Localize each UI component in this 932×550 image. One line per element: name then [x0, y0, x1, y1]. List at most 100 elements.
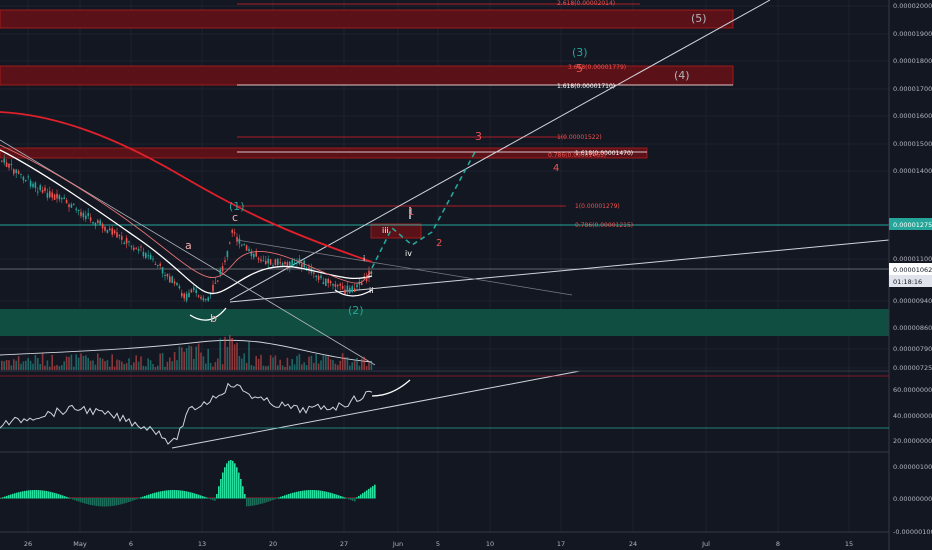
macd-bar	[90, 498, 92, 506]
macd-bar	[296, 491, 298, 499]
wave-label: 4	[553, 163, 559, 174]
candle-body	[346, 285, 349, 292]
macd-bar	[274, 498, 276, 500]
volume-bar	[118, 360, 121, 370]
candle-body	[365, 277, 368, 282]
wave-label: b	[210, 312, 217, 325]
candle-body	[344, 289, 346, 295]
macd-bar	[340, 495, 342, 499]
volume-bar	[147, 358, 149, 370]
candle-body	[298, 258, 301, 265]
macd-bar	[326, 491, 328, 499]
supply-zones	[0, 9, 889, 336]
volume-bar	[358, 365, 361, 370]
wave-label: (4)	[674, 69, 690, 82]
volume-bar	[13, 359, 15, 370]
macd-bar	[10, 494, 12, 499]
volume-bar	[32, 363, 34, 370]
macd-bar	[292, 492, 294, 499]
volume-bar	[334, 363, 337, 370]
macd-bar	[18, 492, 20, 499]
macd-bar	[306, 490, 308, 499]
candle-body	[176, 282, 178, 286]
volume-bar	[308, 356, 310, 370]
volume-bar	[370, 361, 373, 370]
candle-body	[197, 295, 200, 297]
volume-bar	[149, 360, 152, 370]
volume-bar	[286, 357, 289, 370]
candle-body	[279, 262, 281, 264]
macd-bar	[258, 498, 260, 505]
candle-body	[32, 183, 34, 188]
macd-bar	[240, 479, 242, 499]
volume-bar	[109, 366, 111, 370]
countdown-badge: 01:18:16	[893, 278, 922, 286]
candle-body	[46, 192, 49, 198]
candle-body	[152, 258, 154, 260]
candle-body	[10, 163, 13, 166]
macd-bar	[242, 486, 244, 499]
macd-bar	[184, 491, 186, 499]
macd-bar	[14, 493, 16, 499]
fib-label: 1(0.00001522)	[557, 134, 602, 141]
volume-bar	[317, 363, 320, 370]
candle-body	[44, 187, 46, 191]
macd-bar	[304, 490, 306, 499]
price-tick: 0.00000940	[893, 297, 932, 305]
macd-bar	[254, 498, 256, 506]
volume-bar	[257, 358, 260, 370]
candle-body	[349, 287, 351, 293]
wave-label: a	[185, 239, 192, 252]
macd-bar	[194, 493, 196, 499]
volume-bar	[214, 362, 217, 370]
candle-body	[265, 260, 267, 264]
volume-ma	[0, 339, 373, 363]
volume-bar	[231, 338, 233, 370]
macd-bar	[186, 491, 188, 499]
candle-body	[255, 251, 257, 257]
macd-bar	[114, 498, 116, 506]
macd-bar	[132, 498, 134, 501]
price-tick: 0.00000725	[893, 364, 932, 372]
macd-bar	[248, 498, 250, 507]
candle-body	[269, 259, 272, 265]
time-tick: 17	[557, 540, 565, 548]
macd-bar	[168, 490, 170, 499]
volume-bar	[284, 366, 286, 370]
candle-body	[301, 264, 303, 268]
volume-bar	[159, 353, 161, 370]
volume-bar	[325, 355, 327, 370]
macd-bar	[314, 490, 316, 499]
volume-bar	[56, 364, 58, 370]
current-price-badge: 0.00001062	[893, 266, 932, 274]
candle-body	[3, 158, 5, 163]
macd-bar	[16, 492, 18, 499]
macd-bar	[364, 491, 366, 499]
volume-bar	[349, 365, 351, 370]
volume-bar	[224, 336, 226, 370]
volume-bar	[46, 360, 49, 370]
macd-bar	[222, 472, 224, 499]
volume-bar	[361, 358, 363, 370]
volume-bar	[250, 364, 253, 370]
macd-bar	[290, 493, 292, 499]
candle-body	[77, 209, 80, 211]
candle-body	[137, 248, 140, 251]
macd-bar	[188, 491, 190, 499]
wave-label: (1)	[229, 200, 245, 213]
macd-bar	[20, 491, 22, 499]
candle-body	[13, 169, 15, 174]
macd-bar	[218, 486, 220, 499]
volume-bar	[205, 363, 207, 370]
candle-body	[231, 229, 233, 233]
volume-bar	[49, 366, 51, 370]
volume-bar	[142, 365, 145, 370]
macd-bar	[300, 490, 302, 499]
macd-bar	[266, 498, 268, 503]
volume-bar	[128, 358, 130, 370]
volume-bar	[322, 355, 325, 370]
macd-bar	[284, 495, 286, 499]
volume-bar	[296, 355, 298, 370]
candle-body	[363, 276, 365, 278]
